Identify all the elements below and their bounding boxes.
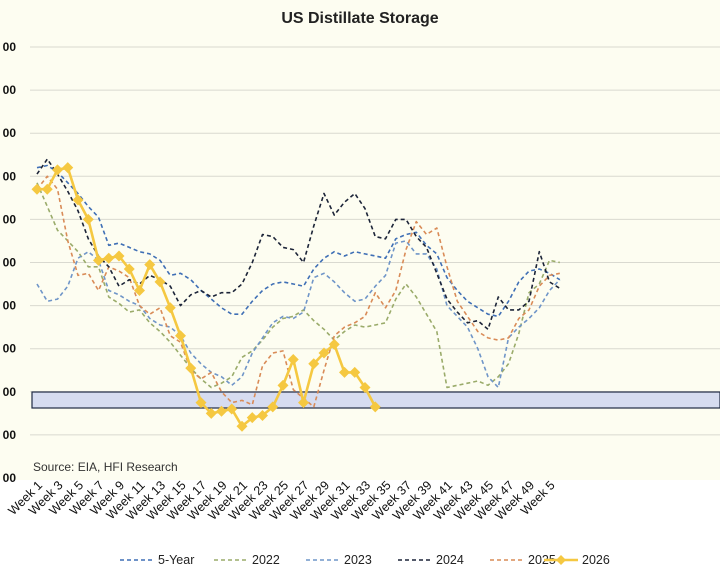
series-point-2026 [103,252,115,264]
series-point-2026 [72,194,84,206]
legend-label-2026: 2026 [582,553,610,567]
series-line-2025 [36,175,560,408]
series-point-2026 [308,358,320,370]
y-tick-label: 00 [3,40,17,54]
series-line-2022 [36,182,560,389]
series-point-2026 [236,420,248,432]
series-point-2026 [144,259,156,271]
legend-label-2024: 2024 [436,553,464,567]
y-tick-label: 00 [3,342,17,356]
series-point-2026 [277,379,289,391]
series-point-2026 [216,405,227,417]
series-point-2026 [154,276,166,288]
series-point-2026 [226,403,238,415]
legend-marker-2026 [556,555,566,565]
y-tick-label: 00 [3,256,17,270]
series-point-2026 [246,412,258,424]
series-point-2026 [369,401,381,413]
series-point-2026 [134,285,145,297]
y-tick-label: 00 [3,385,17,399]
y-tick-label: 00 [3,212,17,226]
series-point-2026 [195,397,207,409]
series-point-2026 [82,213,94,225]
series-point-2026 [113,250,125,262]
legend-label-2023: 2023 [344,553,372,567]
series-layer [31,158,561,432]
series-point-2026 [267,401,279,413]
series-point-2026 [123,263,135,275]
legend-label-2025: 2025 [528,553,556,567]
series-point-2026 [328,338,340,350]
series-point-2026 [185,362,197,374]
series-point-2026 [52,164,63,176]
series-point-2026 [287,353,299,365]
series-line-5-year [36,164,561,318]
series-point-2026 [205,407,217,419]
series-point-2026 [93,254,104,266]
legend-label-2022: 2022 [252,553,280,567]
legend-label-5-year: 5-Year [158,553,194,567]
y-tick-label: 00 [3,169,17,183]
series-point-2026 [257,410,268,422]
series-point-2026 [41,183,53,195]
y-tick-label: 00 [3,471,17,485]
y-tick-label: 00 [3,299,17,313]
series-point-2026 [31,183,43,195]
series-line-2024 [36,158,561,331]
series-point-2026 [349,366,361,378]
y-tick-label: 00 [3,83,17,97]
source-note: Source: EIA, HFI Research [33,460,178,474]
series-point-2026 [62,162,74,174]
series-point-2026 [359,381,371,393]
chart-title: US Distillate Storage [281,10,438,27]
series-point-2026 [175,330,186,342]
legend: 5-Year 2022 2023 2024 2025 2026 [120,553,610,567]
y-tick-label: 00 [3,428,17,442]
series-line-2026 [37,166,377,428]
series-point-2026 [339,366,350,378]
series-line-2023 [36,240,561,389]
series-point-2026 [164,302,176,314]
y-tick-labels: 00 00 00 00 00 00 00 00 00 00 00 [3,40,17,485]
series-point-2026 [318,347,330,359]
series-point-2026 [298,397,309,409]
y-tick-label: 00 [3,126,17,140]
